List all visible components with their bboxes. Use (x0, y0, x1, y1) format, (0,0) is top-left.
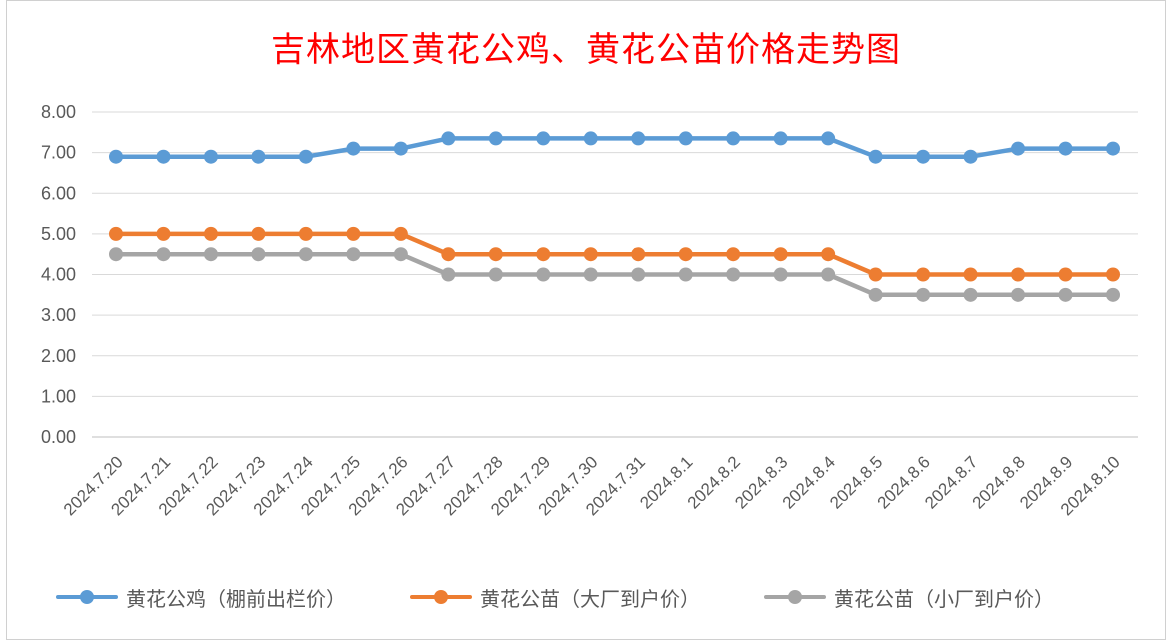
data-point (583, 131, 598, 146)
data-point (298, 226, 313, 241)
legend: 黄花公鸡（棚前出栏价） 黄花公苗（大厂到户价） 黄花公苗（小厂到户价） (0, 580, 1172, 614)
y-tick-label: 6.00 (41, 183, 76, 203)
y-tick-label: 1.00 (41, 386, 76, 406)
y-tick-label: 2.00 (41, 346, 76, 366)
y-tick-label: 3.00 (41, 305, 76, 325)
data-point (109, 149, 123, 164)
data-point (631, 267, 646, 282)
data-point (821, 267, 836, 282)
y-axis-ticks: 0.00 1.00 2.00 3.00 4.00 5.00 6.00 7.00 8.00 (41, 102, 76, 447)
legend-swatch-2 (764, 580, 826, 614)
data-point (488, 131, 503, 146)
data-point (251, 247, 266, 262)
series-2 (109, 247, 1120, 302)
data-point (536, 267, 551, 282)
data-point (1011, 287, 1026, 302)
data-point (963, 267, 978, 282)
data-point (536, 247, 551, 262)
legend-item-2: 黄花公苗（小厂到户价） (764, 580, 1054, 614)
data-point (678, 247, 693, 262)
data-point (393, 247, 408, 262)
data-point (726, 247, 741, 262)
data-point (678, 267, 693, 282)
series-group (109, 131, 1120, 302)
data-point (726, 131, 741, 146)
data-point (298, 149, 313, 164)
data-point (916, 267, 931, 282)
data-point (298, 247, 313, 262)
data-point (1058, 141, 1073, 156)
data-point (868, 149, 883, 164)
data-point (1011, 141, 1026, 156)
data-point (1011, 267, 1026, 282)
legend-label-0: 黄花公鸡（棚前出栏价） (126, 586, 346, 611)
legend-item-1: 黄花公苗（大厂到户价） (410, 580, 700, 614)
data-point (868, 267, 883, 282)
data-point (916, 287, 931, 302)
chart-frame (6, 0, 1166, 640)
y-tick-label: 4.00 (41, 265, 76, 285)
series-line (113, 231, 1116, 277)
data-point (773, 131, 788, 146)
data-point (441, 247, 456, 262)
y-tick-label: 5.00 (41, 224, 76, 244)
data-point (868, 287, 883, 302)
data-point (631, 131, 646, 146)
data-point (441, 131, 456, 146)
legend-swatch-0 (56, 580, 118, 614)
data-point (1058, 267, 1073, 282)
data-point (441, 267, 456, 282)
series-0 (109, 131, 1120, 164)
series-1 (109, 226, 1120, 282)
data-point (1058, 287, 1073, 302)
data-point (821, 247, 836, 262)
data-point (488, 247, 503, 262)
line-chart: 0.00 1.00 2.00 3.00 4.00 5.00 6.00 7.00 8.00 202… (41, 102, 1138, 519)
data-point (536, 131, 551, 146)
data-point (583, 267, 598, 282)
x-axis-ticks: 2024.7.202024.7.212024.7.222024.7.232024… (60, 452, 1124, 519)
data-point (203, 226, 218, 241)
data-point (583, 247, 598, 262)
data-point (1106, 287, 1120, 302)
data-point (963, 149, 978, 164)
data-point (773, 247, 788, 262)
data-point (916, 149, 931, 164)
chart-title: 吉林地区黄花公鸡、黄花公苗价格走势图 (271, 30, 901, 70)
data-point (678, 131, 693, 146)
data-point (488, 267, 503, 282)
data-point (1106, 267, 1120, 282)
y-tick-label: 7.00 (41, 143, 76, 163)
data-point (631, 247, 646, 262)
data-point (821, 131, 836, 146)
data-point (963, 287, 978, 302)
data-point (203, 247, 218, 262)
data-point (251, 226, 266, 241)
data-point (346, 141, 361, 156)
data-point (393, 226, 408, 241)
data-point (203, 149, 218, 164)
series-line (113, 251, 1116, 298)
data-point (346, 226, 361, 241)
data-point (251, 149, 266, 164)
data-point (109, 247, 123, 262)
data-point (393, 141, 408, 156)
series-line (113, 136, 1116, 159)
data-point (109, 226, 123, 241)
legend-label-1: 黄花公苗（大厂到户价） (480, 586, 700, 611)
data-point (156, 247, 171, 262)
data-point (1106, 141, 1120, 156)
legend-label-2: 黄花公苗（小厂到户价） (834, 586, 1054, 611)
data-point (726, 267, 741, 282)
data-point (156, 149, 171, 164)
legend-swatch-1 (410, 580, 472, 614)
data-point (346, 247, 361, 262)
data-point (773, 267, 788, 282)
legend-item-0: 黄花公鸡（棚前出栏价） (56, 580, 346, 614)
y-tick-label: 0.00 (41, 427, 76, 447)
data-point (156, 226, 171, 241)
y-tick-label: 8.00 (41, 102, 76, 122)
